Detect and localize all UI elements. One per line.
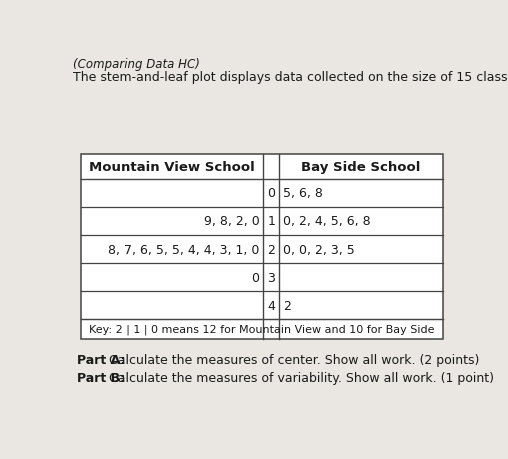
- Text: 5, 6, 8: 5, 6, 8: [283, 187, 323, 200]
- Text: 3: 3: [267, 271, 275, 284]
- Text: Bay Side School: Bay Side School: [301, 161, 421, 174]
- Text: Part A:: Part A:: [77, 353, 126, 366]
- Text: (Comparing Data HC): (Comparing Data HC): [73, 58, 200, 71]
- Text: 8, 7, 6, 5, 5, 4, 4, 3, 1, 0: 8, 7, 6, 5, 5, 4, 4, 3, 1, 0: [108, 243, 260, 256]
- Text: Key: 2 | 1 | 0 means 12 for Mountain View and 10 for Bay Side: Key: 2 | 1 | 0 means 12 for Mountain Vie…: [89, 324, 435, 335]
- Text: 1: 1: [267, 215, 275, 228]
- Bar: [81, 155, 443, 339]
- Text: The stem-and-leaf plot displays data collected on the size of 15 class: The stem-and-leaf plot displays data col…: [73, 70, 507, 84]
- Text: 0, 0, 2, 3, 5: 0, 0, 2, 3, 5: [283, 243, 355, 256]
- Text: Mountain View School: Mountain View School: [89, 161, 255, 174]
- Text: 2: 2: [267, 243, 275, 256]
- Text: Calculate the measures of center. Show all work. (2 points): Calculate the measures of center. Show a…: [105, 353, 480, 366]
- Text: 0: 0: [267, 187, 275, 200]
- Text: 0: 0: [251, 271, 260, 284]
- Text: 9, 8, 2, 0: 9, 8, 2, 0: [204, 215, 260, 228]
- Text: Calculate the measures of variability. Show all work. (1 point): Calculate the measures of variability. S…: [105, 372, 494, 385]
- Text: 4: 4: [267, 299, 275, 312]
- Text: 2: 2: [283, 299, 291, 312]
- Text: 0, 2, 4, 5, 6, 8: 0, 2, 4, 5, 6, 8: [283, 215, 370, 228]
- Text: Part B:: Part B:: [77, 372, 125, 385]
